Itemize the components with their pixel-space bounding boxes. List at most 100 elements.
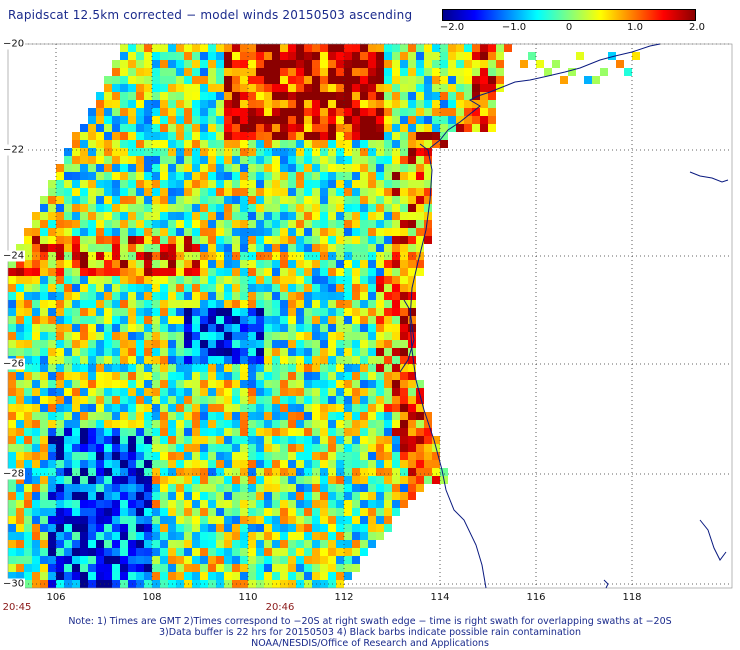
wind-difference-cell bbox=[224, 564, 232, 572]
wind-difference-cell bbox=[40, 540, 48, 548]
wind-difference-cell bbox=[408, 148, 416, 156]
wind-difference-cell bbox=[408, 204, 416, 212]
wind-difference-cell bbox=[120, 260, 128, 268]
wind-difference-cell bbox=[400, 452, 408, 460]
wind-difference-cell bbox=[120, 332, 128, 340]
wind-difference-cell bbox=[408, 84, 416, 92]
wind-difference-cell bbox=[336, 388, 344, 396]
wind-difference-cell bbox=[408, 308, 416, 316]
wind-difference-cell bbox=[152, 244, 160, 252]
wind-difference-cell bbox=[400, 188, 408, 196]
wind-difference-cell bbox=[176, 404, 184, 412]
wind-difference-cell bbox=[128, 188, 136, 196]
wind-difference-cell bbox=[160, 164, 168, 172]
wind-difference-cell bbox=[112, 132, 120, 140]
wind-difference-cell bbox=[64, 468, 72, 476]
wind-difference-cell bbox=[48, 220, 56, 228]
wind-difference-cell bbox=[256, 116, 264, 124]
wind-difference-cell bbox=[296, 468, 304, 476]
wind-difference-cell bbox=[376, 308, 384, 316]
wind-difference-cell bbox=[176, 236, 184, 244]
wind-difference-cell bbox=[264, 444, 272, 452]
wind-difference-cell bbox=[128, 172, 136, 180]
wind-difference-cell bbox=[304, 188, 312, 196]
wind-difference-cell bbox=[480, 92, 488, 100]
wind-difference-cell bbox=[240, 84, 248, 92]
wind-difference-cell bbox=[288, 52, 296, 60]
wind-difference-cell bbox=[64, 508, 72, 516]
wind-difference-cell bbox=[112, 340, 120, 348]
colorbar bbox=[442, 9, 696, 21]
wind-difference-cell bbox=[80, 172, 88, 180]
wind-difference-cell bbox=[408, 364, 416, 372]
wind-difference-cell bbox=[80, 220, 88, 228]
wind-difference-cell bbox=[256, 188, 264, 196]
wind-difference-cell bbox=[192, 404, 200, 412]
wind-difference-cell bbox=[376, 60, 384, 68]
wind-difference-cell bbox=[184, 116, 192, 124]
wind-difference-cell bbox=[72, 164, 80, 172]
wind-difference-cell bbox=[64, 244, 72, 252]
lon-label-118: 118 bbox=[622, 592, 642, 603]
wind-difference-cell bbox=[400, 492, 408, 500]
wind-difference-cell bbox=[272, 324, 280, 332]
wind-difference-cell bbox=[80, 436, 88, 444]
wind-difference-cell bbox=[176, 356, 184, 364]
wind-difference-cell bbox=[312, 396, 320, 404]
wind-difference-cell bbox=[312, 452, 320, 460]
wind-difference-cell bbox=[32, 452, 40, 460]
wind-difference-cell bbox=[320, 316, 328, 324]
wind-difference-cell bbox=[176, 132, 184, 140]
wind-difference-cell bbox=[96, 180, 104, 188]
wind-difference-cell bbox=[48, 356, 56, 364]
wind-difference-cell bbox=[472, 116, 480, 124]
wind-difference-cell bbox=[144, 308, 152, 316]
wind-difference-cell bbox=[72, 188, 80, 196]
wind-difference-cell bbox=[248, 164, 256, 172]
wind-difference-cell bbox=[280, 220, 288, 228]
wind-difference-cell bbox=[128, 140, 136, 148]
wind-difference-cell bbox=[224, 468, 232, 476]
wind-difference-cell bbox=[256, 268, 264, 276]
wind-difference-cell bbox=[168, 524, 176, 532]
wind-difference-cell bbox=[120, 476, 128, 484]
wind-difference-cell bbox=[72, 148, 80, 156]
wind-difference-cell bbox=[312, 500, 320, 508]
wind-difference-cell bbox=[400, 116, 408, 124]
wind-difference-cell bbox=[96, 100, 104, 108]
wind-difference-cell bbox=[264, 308, 272, 316]
wind-difference-cell bbox=[248, 276, 256, 284]
wind-difference-cell bbox=[88, 356, 96, 364]
wind-difference-cell bbox=[312, 116, 320, 124]
wind-difference-cell bbox=[40, 332, 48, 340]
wind-difference-cell bbox=[312, 156, 320, 164]
wind-difference-cell bbox=[272, 268, 280, 276]
wind-difference-cell bbox=[192, 172, 200, 180]
wind-difference-cell bbox=[80, 388, 88, 396]
wind-difference-cell bbox=[16, 516, 24, 524]
wind-difference-cell bbox=[120, 348, 128, 356]
wind-difference-cell bbox=[192, 412, 200, 420]
wind-difference-cell bbox=[288, 372, 296, 380]
wind-difference-cell bbox=[320, 268, 328, 276]
wind-difference-cell bbox=[184, 212, 192, 220]
wind-difference-cell bbox=[176, 244, 184, 252]
wind-difference-cell bbox=[24, 404, 32, 412]
wind-difference-cell bbox=[488, 52, 496, 60]
wind-difference-cell bbox=[48, 468, 56, 476]
wind-difference-cell bbox=[64, 172, 72, 180]
wind-difference-cell bbox=[104, 572, 112, 580]
wind-difference-cell bbox=[328, 244, 336, 252]
wind-difference-cell bbox=[248, 84, 256, 92]
wind-difference-cell bbox=[8, 460, 16, 468]
wind-difference-cell bbox=[432, 140, 440, 148]
wind-difference-cell bbox=[472, 52, 480, 60]
wind-difference-cell bbox=[152, 140, 160, 148]
wind-difference-cell bbox=[160, 540, 168, 548]
wind-difference-cell bbox=[144, 92, 152, 100]
wind-difference-cell bbox=[104, 292, 112, 300]
wind-difference-cell bbox=[168, 380, 176, 388]
wind-difference-cell bbox=[288, 348, 296, 356]
wind-difference-cell bbox=[352, 500, 360, 508]
wind-difference-cell bbox=[192, 420, 200, 428]
